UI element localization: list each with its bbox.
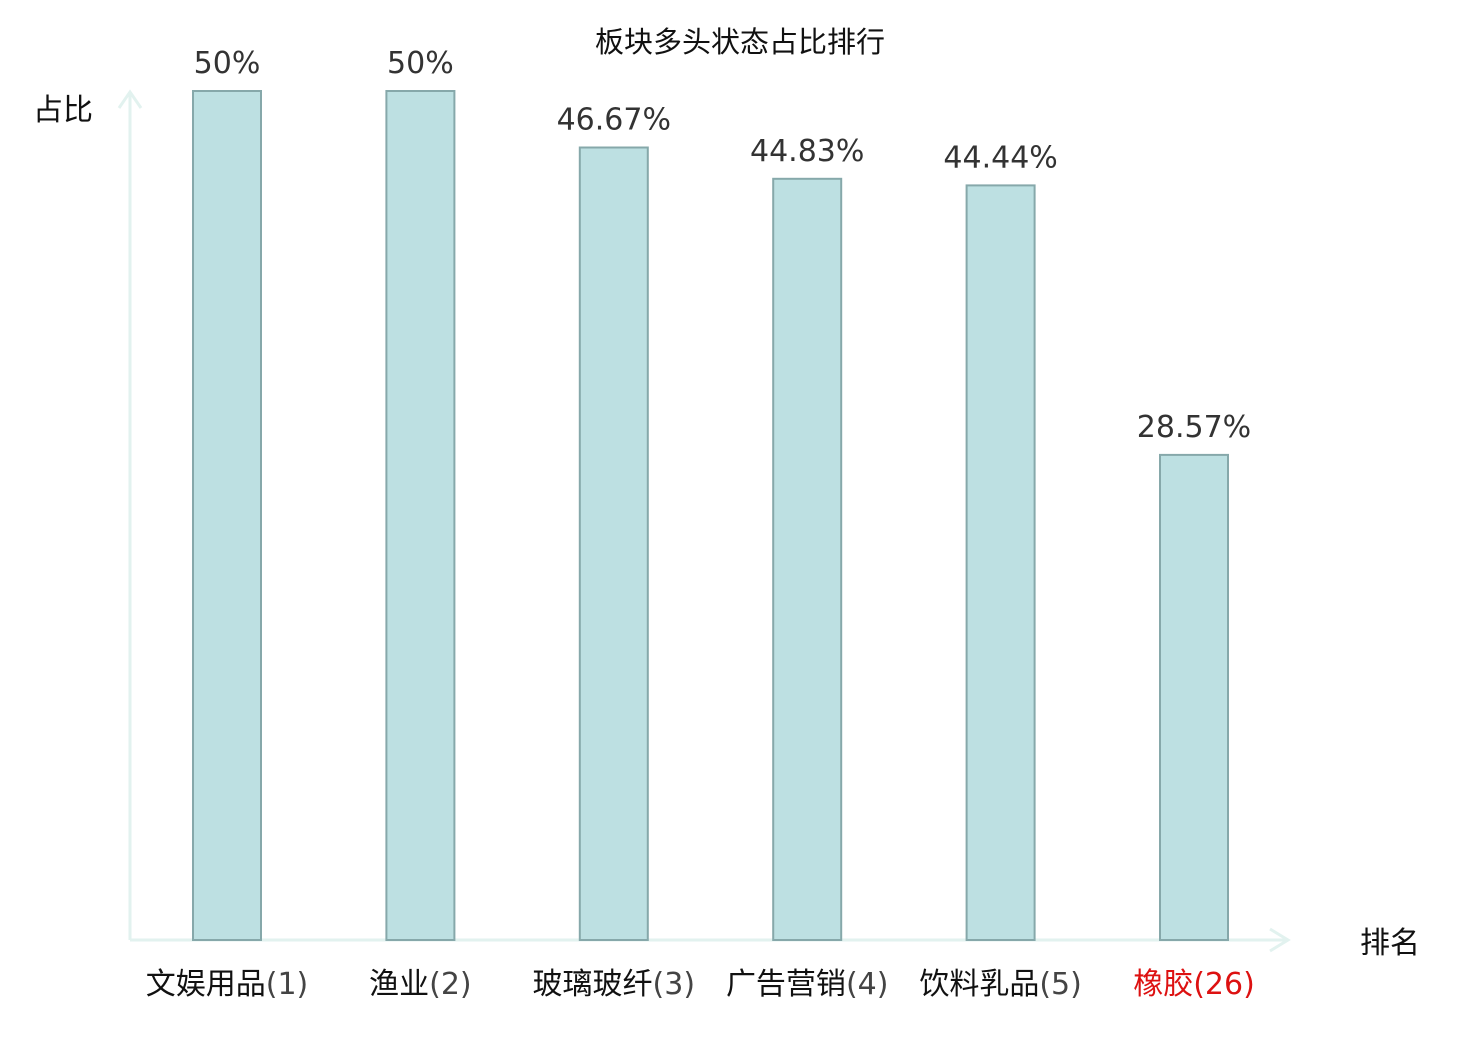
category-name: 文娱用品 [146, 967, 266, 1002]
category-rank: (3) [653, 967, 696, 1002]
category-rank: (26) [1193, 967, 1255, 1002]
category-label-2: 渔业(2) [369, 967, 472, 1002]
category-name: 饮料乳品 [919, 967, 1039, 1002]
bar-4 [772, 177, 843, 942]
category-rank: (1) [266, 967, 309, 1002]
category-name: 渔业 [369, 967, 429, 1002]
bar-2 [385, 90, 456, 941]
y-axis-arrow-icon [117, 89, 143, 109]
category-name: 玻璃玻纤 [533, 967, 653, 1002]
value-label-4: 44.83% [750, 134, 864, 169]
category-rank: (5) [1039, 967, 1082, 1002]
bars-group [192, 90, 1229, 942]
x-axis-label: 排名 [1360, 926, 1420, 961]
value-label-2: 50% [387, 46, 454, 81]
value-label-6: 28.57% [1137, 410, 1251, 445]
category-label-1: 文娱用品(1) [146, 967, 309, 1002]
category-labels-group: 文娱用品(1) 渔业(2) 玻璃玻纤(3) 广告营销(4) 饮料乳品(5) 橡胶(26) [146, 967, 1255, 1002]
bar-3 [578, 146, 649, 941]
value-label-5: 44.44% [943, 140, 1057, 175]
category-name: 橡胶 [1133, 967, 1193, 1002]
category-name: 广告营销 [726, 967, 846, 1002]
x-axis-arrow-icon [1269, 927, 1291, 953]
category-label-4: 广告营销(4) [726, 967, 889, 1002]
bar-1 [192, 90, 262, 941]
category-label-3: 玻璃玻纤(3) [533, 967, 696, 1002]
bar-5 [965, 184, 1036, 941]
category-label-6: 橡胶(26) [1133, 967, 1255, 1002]
category-label-5: 饮料乳品(5) [919, 967, 1082, 1002]
value-labels-group: 50% 50% 46.67% 44.83% 44.44% 28.57% [194, 46, 1252, 445]
category-rank: (2) [429, 967, 472, 1002]
bar-6 [1159, 453, 1229, 941]
category-rank: (4) [846, 967, 889, 1002]
y-axis-label: 占比 [33, 93, 93, 128]
value-label-1: 50% [194, 46, 261, 81]
chart-title: 板块多头状态占比排行 [595, 25, 885, 59]
value-label-3: 46.67% [557, 103, 671, 138]
